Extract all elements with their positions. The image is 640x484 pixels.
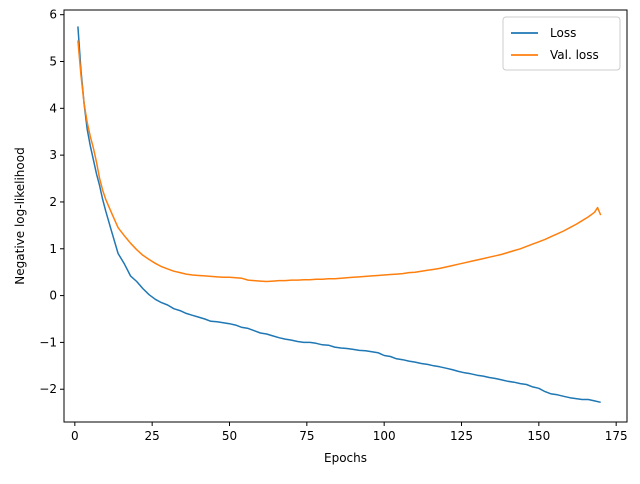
y-tick-label: 0	[49, 289, 57, 303]
legend-label-val-loss: Val. loss	[550, 48, 599, 62]
legend-box	[502, 16, 621, 71]
series-line-val-loss	[77, 40, 602, 283]
x-tick-label: 50	[222, 429, 237, 443]
x-tick-label: 100	[373, 429, 396, 443]
y-tick-label: 1	[49, 242, 57, 256]
y-axis: −2 −1 0 1 2 3 4 5 6	[39, 8, 64, 396]
x-tick-label: 150	[527, 429, 550, 443]
y-tick-label: 5	[49, 55, 57, 69]
series-layer	[77, 26, 602, 404]
x-axis-label: Epochs	[324, 451, 367, 465]
x-tick-label: 0	[71, 429, 79, 443]
y-axis-label: Negative log-likelihood	[13, 147, 27, 284]
legend: Loss Val. loss	[502, 16, 621, 71]
y-tick-label: 3	[49, 148, 57, 162]
y-tick-label: 4	[49, 101, 57, 115]
legend-label-loss: Loss	[550, 26, 576, 40]
x-tick-label: 25	[145, 429, 160, 443]
x-tick-label: 75	[299, 429, 314, 443]
y-tick-label: −2	[39, 382, 57, 396]
x-tick-label: 125	[450, 429, 473, 443]
series-line-loss	[77, 26, 601, 404]
y-tick-label: −1	[39, 335, 57, 349]
y-tick-label: 6	[49, 8, 57, 22]
plot-frame	[63, 9, 628, 423]
y-tick-label: 2	[49, 195, 57, 209]
x-axis: 0 25 50 75 100 125 150 175	[71, 422, 628, 443]
x-tick-label: 175	[605, 429, 628, 443]
